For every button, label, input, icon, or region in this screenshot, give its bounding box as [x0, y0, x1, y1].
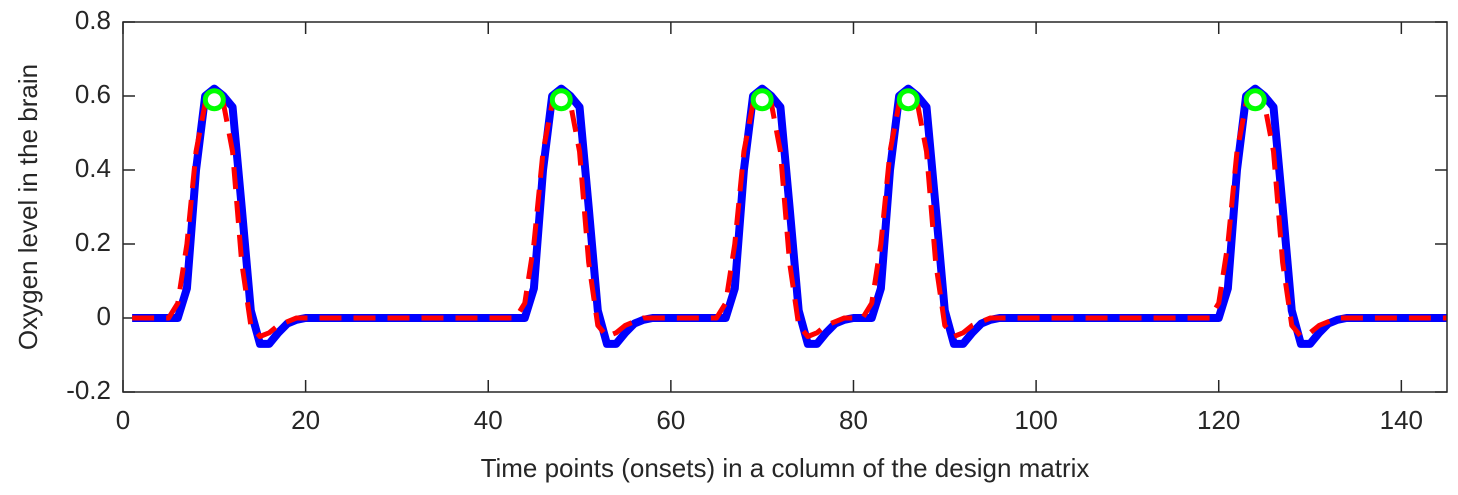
- x-tick-label: 140: [1380, 405, 1423, 435]
- series-line: [132, 84, 1447, 348]
- marker: [549, 88, 573, 112]
- marker: [896, 88, 920, 112]
- x-tick-label: 0: [116, 405, 130, 435]
- x-tick-label: 100: [1014, 405, 1057, 435]
- y-axis-label: Oxygen level in the brain: [13, 64, 43, 350]
- x-tick-label: 40: [474, 405, 503, 435]
- marker: [750, 88, 774, 112]
- x-tick-label: 20: [291, 405, 320, 435]
- x-tick-label: 60: [656, 405, 685, 435]
- x-tick-label: 120: [1197, 405, 1240, 435]
- marker: [202, 88, 226, 112]
- y-tick-label: -0.2: [66, 375, 111, 405]
- x-tick-label: 80: [839, 405, 868, 435]
- y-tick-label: 0.6: [75, 79, 111, 109]
- y-tick-label: 0: [97, 301, 111, 331]
- marker: [1243, 88, 1267, 112]
- y-tick-label: 0.8: [75, 5, 111, 35]
- plot-frame: [122, 21, 1448, 393]
- y-tick-label: 0.2: [75, 227, 111, 257]
- x-axis-label: Time points (onsets) in a column of the …: [481, 453, 1090, 483]
- y-tick-label: 0.4: [75, 153, 111, 183]
